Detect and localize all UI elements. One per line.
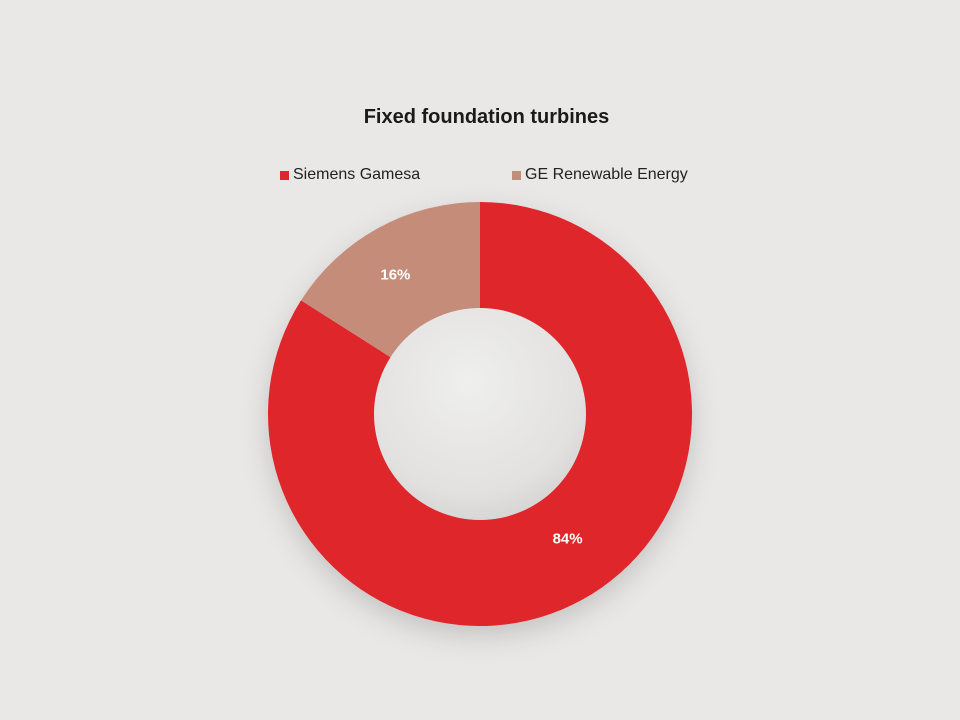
donut-hole [374,308,586,520]
legend-swatch-ge-renewable-energy [512,170,521,180]
legend: Siemens Gamesa GE Renewable Energy [0,166,960,186]
legend-item-ge-renewable-energy: GE Renewable Energy [512,166,688,184]
slice-label-siemens-gamesa: 84% [553,530,583,547]
legend-label-ge-renewable-energy: GE Renewable Energy [525,166,688,183]
slice-labels: 84% 16% [380,267,582,548]
legend-swatch-siemens-gamesa [280,170,289,180]
legend-label-siemens-gamesa: Siemens Gamesa [293,166,421,183]
slice-label-ge-renewable-energy: 16% [380,267,410,284]
chart-title: Fixed foundation turbines [363,106,610,128]
legend-item-siemens-gamesa: Siemens Gamesa [280,166,420,184]
